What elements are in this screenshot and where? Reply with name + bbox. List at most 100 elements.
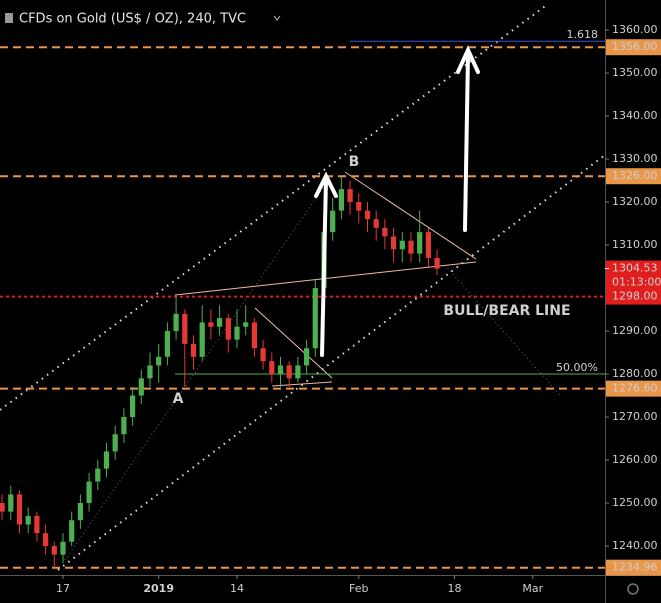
candle-body: [86, 481, 92, 504]
candle-body: [312, 288, 318, 349]
candle-body: [382, 227, 388, 237]
fib-label: 50.00%: [556, 361, 598, 374]
level-tag: [606, 559, 661, 576]
candle-body: [399, 240, 405, 250]
level-tag-label: 1276.60: [612, 382, 658, 395]
arrow-up: [314, 171, 338, 357]
candle-body: [243, 322, 249, 327]
candle-body: [34, 515, 40, 534]
candle-body: [364, 210, 371, 220]
candle-body: [8, 494, 14, 512]
last-price-label: 1304.53: [612, 262, 658, 275]
candle-body: [138, 378, 144, 396]
candle-body: [156, 356, 162, 366]
projection-dotted: [444, 264, 561, 396]
y-tick-label: 1260.00: [612, 453, 658, 466]
candle-body: [42, 533, 49, 547]
y-tick-label: 1270.00: [612, 410, 658, 423]
candle-body: [182, 313, 188, 344]
annotation-b: B: [349, 154, 360, 170]
overlay: A B BULL/BEAR LINE: [173, 45, 571, 407]
candle-body: [112, 434, 118, 452]
candle-body: [208, 322, 214, 327]
candle-body: [147, 365, 153, 379]
channel-lower: [57, 154, 606, 571]
y-tick-label: 1280.00: [612, 367, 658, 380]
flag-upper: [254, 307, 333, 379]
candle-body: [356, 202, 362, 211]
candle-body: [173, 313, 179, 332]
y-tick-label: 1250.00: [612, 496, 658, 509]
candle-body: [338, 189, 344, 211]
level-tag: [606, 39, 661, 56]
x-tick-label: 2019: [143, 582, 174, 595]
candle-body: [417, 232, 423, 254]
level-tag-label: 1298.00: [612, 290, 658, 303]
candle-body: [60, 541, 66, 555]
dropdown-icon: [273, 15, 281, 21]
candle-body: [25, 515, 31, 525]
candle-body: [373, 219, 379, 228]
candle-body: [269, 361, 275, 375]
countdown-label: 01:13:00: [612, 276, 661, 289]
candle-body: [51, 546, 57, 555]
candle-body: [103, 451, 110, 469]
x-tick-label: 17: [56, 582, 70, 595]
candle-body: [303, 348, 310, 366]
candle-body: [434, 257, 440, 269]
plot-area: 50.00% 1.618: [0, 3, 606, 571]
candle-body: [77, 503, 83, 521]
y-tick-label: 1360.00: [612, 23, 658, 36]
chart-title: CFDs on Gold (US$ / OZ), 240, TVC: [19, 12, 246, 27]
candle-body: [347, 189, 353, 203]
price-axis: 1240.00 1250.00 1260.00 1270.00 1280.00 1290.…: [56, 23, 661, 595]
candle-body: [190, 343, 197, 357]
collapse-icon: [5, 13, 13, 23]
trend-dotted: [64, 177, 331, 561]
level-tag-label: 1326.00: [612, 169, 658, 182]
candle-body: [129, 395, 136, 418]
candle-body: [408, 240, 414, 254]
header: CFDs on Gold (US$ / OZ), 240, TVC: [5, 12, 281, 27]
candle-body: [277, 365, 284, 375]
level-tag: [606, 380, 661, 397]
y-tick-label: 1310.00: [612, 238, 658, 251]
annotation-bull-bear: BULL/BEAR LINE: [443, 303, 570, 319]
candle-body: [16, 494, 23, 525]
candle-body: [216, 318, 223, 327]
y-tick-label: 1340.00: [612, 109, 658, 122]
x-tick-label: 18: [447, 582, 461, 595]
candle-body: [0, 503, 5, 512]
candle-body: [234, 326, 240, 340]
candle-body: [286, 365, 292, 379]
level-tag-label: 1234.96: [612, 561, 658, 574]
candle-body: [251, 322, 257, 349]
y-tick-label: 1290.00: [612, 324, 658, 337]
candle-body: [425, 232, 431, 258]
flag-lower: [271, 381, 333, 387]
annotation-a: A: [173, 391, 184, 407]
level-tag: [606, 288, 661, 305]
y-tick-label: 1350.00: [612, 66, 658, 79]
candle-body: [164, 331, 170, 357]
x-tick-label: Feb: [349, 582, 368, 595]
settings-icon[interactable]: [627, 583, 639, 595]
candle-body: [225, 318, 231, 340]
candle-body: [69, 520, 75, 542]
level-tag: [606, 168, 661, 185]
candle-body: [390, 236, 397, 250]
candle-body: [95, 468, 101, 482]
candle-body: [295, 365, 301, 379]
x-tick-label: Mar: [522, 582, 543, 595]
fib-label: 1.618: [567, 28, 599, 41]
y-tick-label: 1330.00: [612, 152, 658, 165]
last-price-tag: [606, 260, 661, 291]
level-tag-label: 1356.00: [612, 40, 658, 53]
candle-body: [121, 417, 127, 435]
y-tick-label: 1240.00: [612, 539, 658, 552]
triangle-upper: [344, 171, 477, 260]
candle-body: [260, 348, 266, 362]
candle-body: [199, 322, 205, 357]
